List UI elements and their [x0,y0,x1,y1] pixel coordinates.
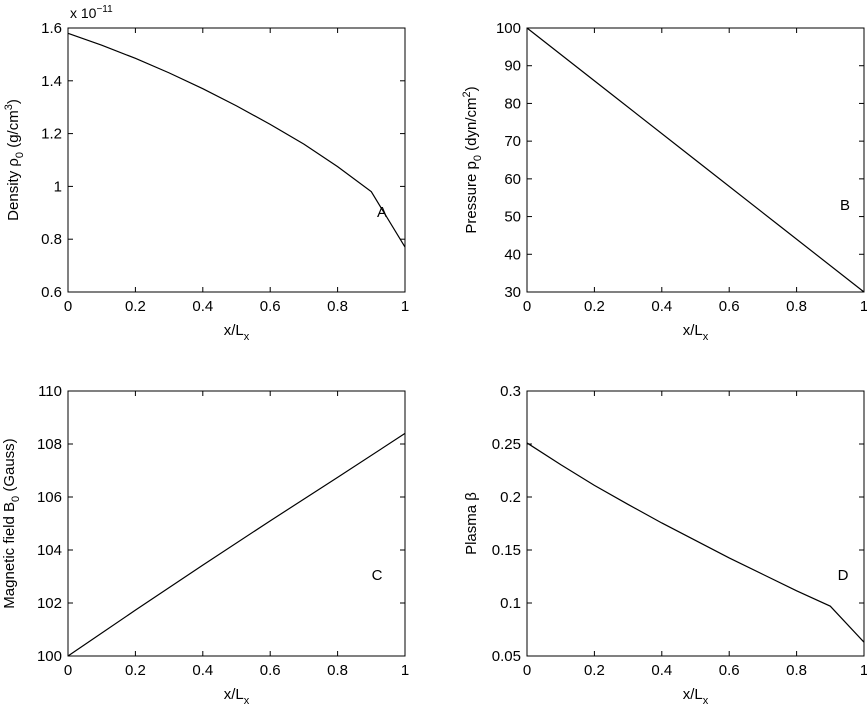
x-tick-label: 0 [64,298,72,315]
y-tick-label: 0.25 [492,436,521,453]
panel-D: 0 0.2 0.4 0.6 0.8 1 0.05 0.1 0.15 0.2 0.25 0.3 x/Lx P… [463,383,867,705]
x-tick-label: 0.8 [786,662,807,679]
y-axis-label: Pressure p0 (dyn/cm2) [461,86,484,233]
y-tick-label: 0.15 [492,542,521,559]
x-tick-label: 1 [401,662,409,679]
y-tick-label: 0.6 [41,284,62,301]
y-tick-label: 60 [504,171,521,188]
series-line [526,442,865,643]
x-tick-label: 0.6 [719,298,740,315]
x-tick-label: 0.6 [260,662,281,679]
y-tick-label: 1.4 [41,73,62,90]
y-tick-label: 0.2 [500,489,521,506]
panel-A: 0 0.2 0.4 0.6 0.8 1 0.6 0.8 1 1.2 1.4 1.6 x/Lx Densit… [3,4,409,343]
y-tick-label: 102 [37,595,62,612]
x-tick-label: 0.2 [125,298,146,315]
panel-letter: D [838,567,849,584]
y-tick-label: 0.8 [41,231,62,248]
panel-letter: C [372,567,383,584]
plot-frame [526,27,865,293]
x-tick-label: 0.2 [584,662,605,679]
y-tick-label: 50 [504,209,521,226]
panel-C: 0 0.2 0.4 0.6 0.8 1 100 102 104 106 108 110 x/Lx Magn… [1,383,409,705]
x-tick-label: 0.4 [192,662,213,679]
y-tick-label: 90 [504,58,521,75]
y-tick-label: 100 [37,648,62,665]
x-tick-label: 0.8 [786,298,807,315]
y-tick-label: 104 [37,542,62,559]
y-tick-label: 108 [37,436,62,453]
panel-B: 0 0.2 0.4 0.6 0.8 1 30 40 50 60 70 80 90 100 x/Lx Press… [461,20,867,343]
y-axis-label: Magnetic field B0 (Gauss) [1,438,22,608]
x-tick-label: 0.8 [327,298,348,315]
series-line [526,27,865,293]
plot-frame [67,27,406,293]
x-tick-label: 0.4 [651,298,672,315]
x-tick-label: 0.2 [584,298,605,315]
y-axis-label: Density ρ0 (g/cm3) [3,99,26,221]
x-tick-label: 0.6 [719,662,740,679]
x-tick-label: 0 [64,662,72,679]
y-tick-label: 80 [504,95,521,112]
y-tick-label: 30 [504,284,521,301]
y-tick-label: 100 [496,20,521,37]
y-tick-label: 40 [504,246,521,263]
panel-letter: A [377,204,387,221]
plot-frame [526,390,865,657]
x-axis-label: x/Lx [683,686,709,705]
x-tick-label: 0 [523,662,531,679]
y-tick-label: 1.6 [41,20,62,37]
x-axis-label: x/Lx [224,686,250,705]
x-tick-label: 0 [523,298,531,315]
x-axis-label: x/Lx [224,322,250,343]
y-tick-label: 1 [54,178,62,195]
x-tick-label: 0.4 [651,662,672,679]
y-tick-label: 0.3 [500,383,521,400]
series-line [67,432,406,657]
x-tick-label: 1 [401,298,409,315]
x-axis-label: x/Lx [683,322,709,343]
panel-letter: B [840,197,850,214]
x-tick-label: 1 [860,662,867,679]
y-tick-label: 106 [37,489,62,506]
y-tick-label: 0.05 [492,648,521,665]
series-line [67,32,406,248]
x-tick-label: 1 [860,298,867,315]
plot-frame [67,390,406,657]
x-tick-label: 0.8 [327,662,348,679]
y-tick-label: 1.2 [41,126,62,143]
y-axis-label: Plasma β [463,492,480,555]
x-tick-label: 0.4 [192,298,213,315]
axis-exponent: x 10−11 [70,4,113,21]
y-tick-label: 70 [504,133,521,150]
x-tick-label: 0.6 [260,298,281,315]
y-tick-label: 110 [38,383,62,400]
x-tick-label: 0.2 [125,662,146,679]
y-tick-label: 0.1 [500,595,521,612]
